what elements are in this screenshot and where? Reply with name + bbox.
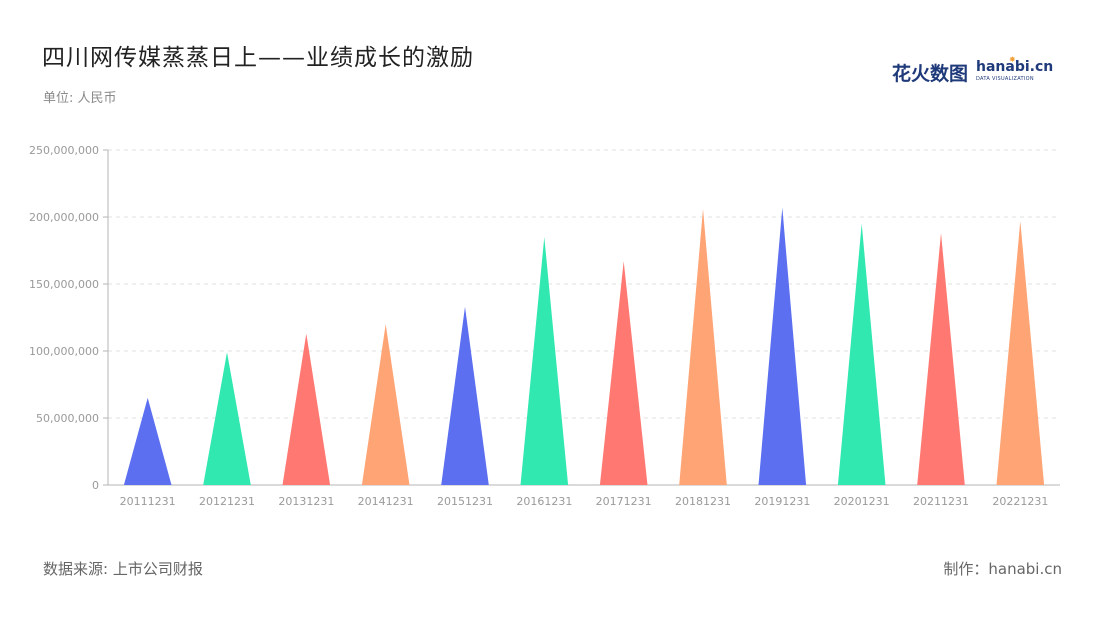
bar-layer <box>123 207 1045 485</box>
spark-icon: ✸ <box>1009 55 1016 64</box>
y-tick-label: 50,000,000 <box>36 412 99 425</box>
logo-sub-text: DATA VISUALIZATION <box>976 76 1034 82</box>
unit-label: 单位: 人民币 <box>43 91 117 106</box>
bar-20131231 <box>282 333 331 485</box>
bar-20121231 <box>203 352 251 485</box>
x-tick-label: 20221231 <box>992 495 1048 508</box>
y-tick-labels: 0 50,000,000 100,000,000 150,000,000 200,000… <box>29 144 99 492</box>
y-tick-label: 0 <box>92 479 99 492</box>
bar-20181231 <box>679 209 727 485</box>
x-tick-label: 20211231 <box>913 495 969 508</box>
data-source: 数据来源: 上市公司财报 <box>43 560 203 578</box>
y-tick-label: 200,000,000 <box>29 211 99 224</box>
x-tick-label: 20111231 <box>120 495 176 508</box>
y-tick-label: 250,000,000 <box>29 144 99 157</box>
bar-20171231 <box>599 261 648 485</box>
x-tick-label: 20141231 <box>358 495 414 508</box>
bar-20141231 <box>361 324 410 485</box>
bar-20151231 <box>441 306 489 485</box>
y-tick-label: 100,000,000 <box>29 345 99 358</box>
x-tick-label: 20181231 <box>675 495 731 508</box>
logo-en-text: hanabi.cn <box>976 59 1054 75</box>
x-tick-label: 20121231 <box>199 495 255 508</box>
bar-20221231 <box>996 221 1045 485</box>
bar-20211231 <box>917 233 965 485</box>
bar-20161231 <box>520 237 569 485</box>
x-tick-label: 20191231 <box>754 495 810 508</box>
x-tick-label: 20171231 <box>596 495 652 508</box>
bar-20111231 <box>123 397 172 485</box>
bar-20191231 <box>758 207 807 485</box>
grid-layer <box>108 149 1060 419</box>
x-tick-label: 20201231 <box>834 495 890 508</box>
x-tick-labels: 20111231 20121231 20131231 20141231 20151231… <box>120 495 1049 508</box>
logo-zh-text: 花火数图 <box>892 63 969 85</box>
x-tick-label: 20161231 <box>516 495 572 508</box>
chart-title: 四川网传媒蒸蒸日上——业绩成长的激励 <box>42 45 474 71</box>
y-tick-label: 150,000,000 <box>29 278 99 291</box>
x-tick-label: 20131231 <box>278 495 334 508</box>
bar-20201231 <box>837 223 886 485</box>
maker-credit: 制作：hanabi.cn <box>943 560 1062 578</box>
brand-logo: 花火数图 hanabi.cn DATA VISUALIZATION ✸ <box>892 55 1053 88</box>
axis-layer <box>103 149 1060 486</box>
x-tick-label: 20151231 <box>437 495 493 508</box>
